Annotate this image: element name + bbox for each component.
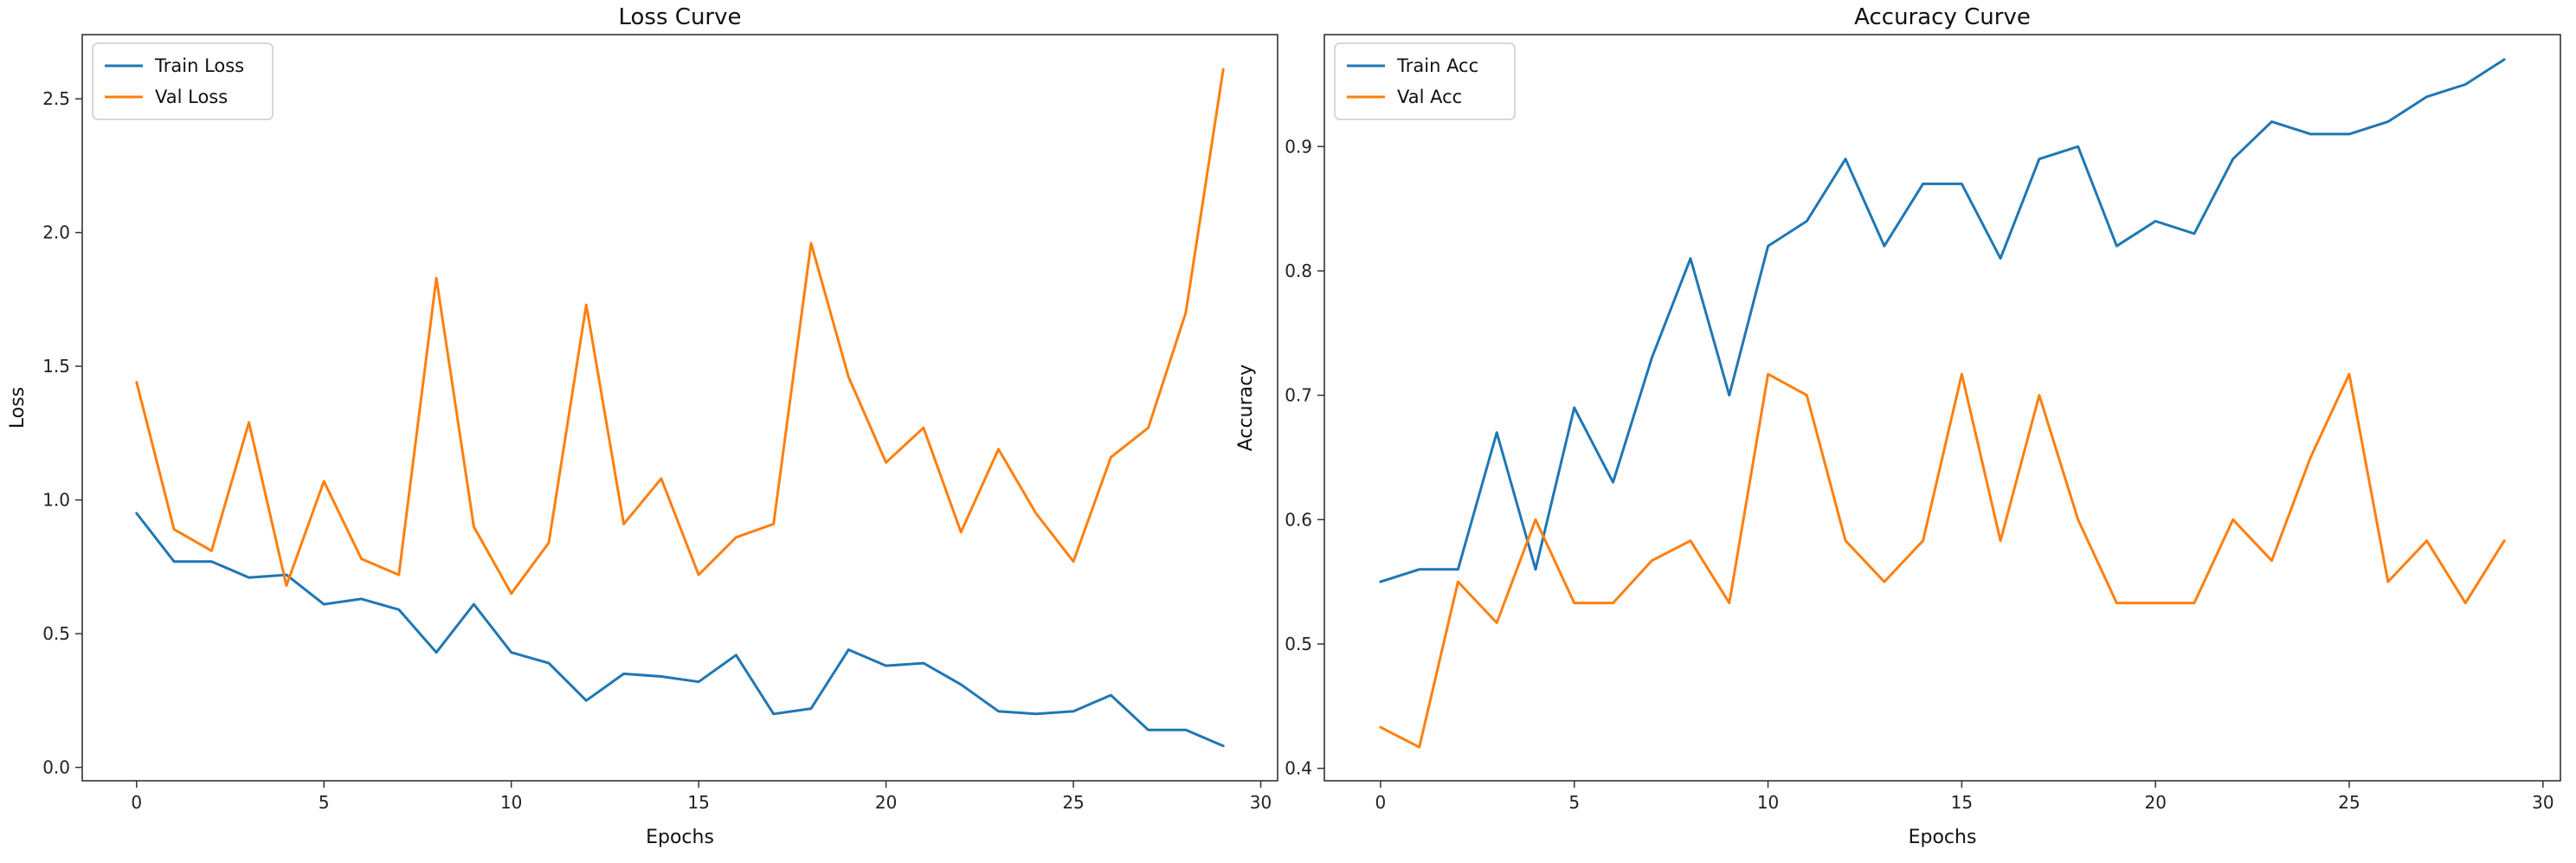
y-tick-label: 0.9 [1285,136,1312,157]
x-tick-label: 15 [687,792,709,813]
chart-title: Loss Curve [619,4,742,30]
legend-box [92,42,274,120]
x-tick-label: 15 [1951,792,1973,813]
legend-label-val-acc: Val Acc [1397,87,1462,107]
y-tick-label: 1.0 [42,490,70,511]
y-tick-label: 2.5 [42,88,70,109]
x-tick-label: 0 [1375,792,1387,813]
y-tick-label: 1.5 [42,356,70,377]
x-axis-label: Epochs [646,827,714,848]
y-tick-label: 0.5 [42,623,70,644]
legend-label-train-loss: Train Loss [154,55,244,76]
x-tick-label: 5 [319,792,330,813]
y-tick-label: 0.4 [1285,758,1312,779]
series-line-train-loss [135,512,1225,748]
y-axis-label: Accuracy [1235,364,1257,451]
y-tick-label: 0.5 [1285,634,1312,654]
x-axis-label: Epochs [1909,827,1977,848]
x-tick-label: 10 [500,792,522,813]
chart-title: Accuracy Curve [1854,4,2031,30]
chart-panel-accuracy: 0 5 10 15 20 25 30 0.4 0.5 0.6 0.7 0.8 0.9 Accuracy C… [1235,4,2561,848]
x-tick-label: 20 [875,792,897,813]
x-tick-label: 10 [1757,792,1779,813]
x-tick-label: 0 [131,792,142,813]
y-axis-label: Loss [7,387,29,428]
x-tick-label: 25 [2338,792,2360,813]
x-tick-label: 20 [2144,792,2166,813]
x-tick-label: 30 [1250,792,1272,813]
x-tick-label: 30 [2532,792,2553,813]
legend-label-train-acc: Train Acc [1396,55,1478,76]
y-tick-label: 0.6 [1285,509,1312,530]
series-line-train-acc [1379,58,2506,583]
legend: Train Acc Val Acc [1334,42,1516,120]
series-line-val-loss [135,68,1225,596]
chart-panel-loss: 0 5 10 15 20 25 30 0.0 0.5 1.0 1.5 2.0 2.5 Loss Curve… [7,4,1278,848]
y-tick-label: 2.0 [42,222,70,243]
y-tick-label: 0.0 [42,757,70,778]
legend-label-val-loss: Val Loss [155,87,228,107]
plot-frame [1323,34,2561,782]
plot-frame [81,34,1278,782]
legend: Train Loss Val Loss [92,42,274,120]
y-tick-label: 0.7 [1285,385,1312,406]
legend-box [1334,42,1516,120]
x-tick-label: 25 [1062,792,1084,813]
x-tick-label: 5 [1568,792,1580,813]
y-tick-label: 0.8 [1285,261,1312,281]
series-line-val-acc [1379,372,2506,749]
